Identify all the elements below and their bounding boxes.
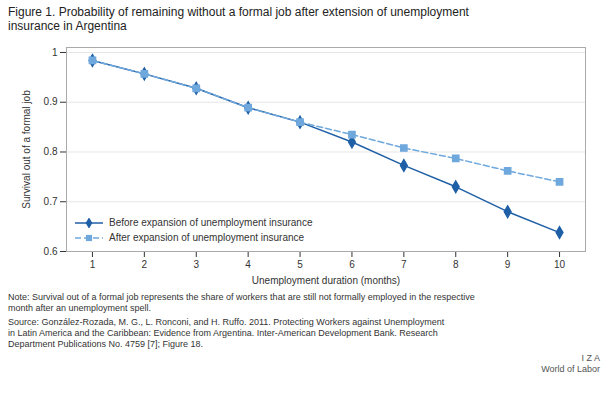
svg-text:0.9: 0.9	[44, 96, 58, 107]
svg-text:1: 1	[52, 47, 58, 58]
svg-text:9: 9	[505, 259, 511, 270]
svg-text:0.8: 0.8	[44, 146, 58, 157]
svg-text:5: 5	[297, 259, 303, 270]
svg-text:0.6: 0.6	[44, 246, 58, 257]
svg-text:Survival out of a formal job: Survival out of a formal job	[21, 90, 32, 209]
html-text:I Z A World of Labor: I Z A World of Labor	[541, 353, 600, 374]
svg-text:4: 4	[245, 259, 251, 270]
svg-text:7: 7	[401, 259, 407, 270]
html-text:Source: González-Rozada, M. G.: Source: González-Rozada, M. G., L. Ronco…	[8, 317, 445, 349]
svg-text:0.7: 0.7	[44, 196, 58, 207]
svg-text:1: 1	[90, 259, 96, 270]
svg-text:Unemployment duration (months): Unemployment duration (months)	[252, 275, 400, 286]
html-text:Before expansion of unemployme: Before expansion of unemployment insuran…	[109, 217, 313, 228]
svg-text:3: 3	[193, 259, 199, 270]
svg-text:8: 8	[453, 259, 459, 270]
svg-text:6: 6	[349, 259, 355, 270]
svg-text:2: 2	[142, 259, 148, 270]
html-text:Figure 1. Probability of remai: Figure 1. Probability of remaining witho…	[8, 5, 469, 33]
svg-text:10: 10	[554, 259, 566, 270]
html-text:After expansion of unemploymen: After expansion of unemployment insuranc…	[109, 232, 305, 243]
html-text:Note: Survival out of a formal: Note: Survival out of a formal job repre…	[8, 292, 475, 313]
